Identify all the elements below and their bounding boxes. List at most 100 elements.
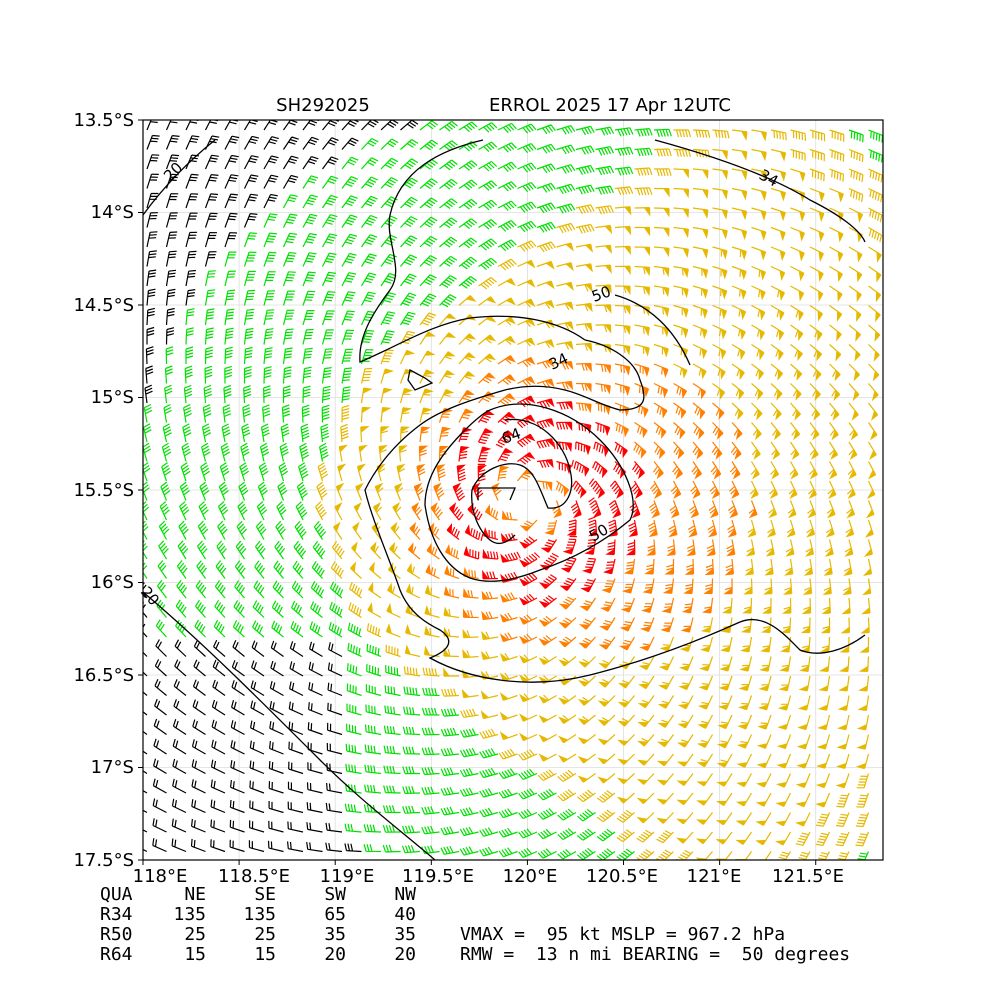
wind-barb xyxy=(288,761,304,775)
wind-barb xyxy=(619,617,636,632)
wind-barb xyxy=(756,773,772,788)
wind-barb xyxy=(634,285,651,297)
wind-barb xyxy=(538,753,557,762)
wind-barb xyxy=(329,581,344,599)
wind-barb xyxy=(731,383,745,401)
wind-barb xyxy=(364,764,382,775)
wind-barb xyxy=(341,367,352,384)
wind-barb xyxy=(809,344,823,362)
wind-barb xyxy=(172,778,187,794)
wind-barb xyxy=(686,539,696,557)
wind-barb xyxy=(143,651,148,657)
wind-barb xyxy=(224,289,236,306)
wind-barb xyxy=(479,846,499,857)
wind-barb xyxy=(614,324,631,336)
wind-barb xyxy=(295,501,308,521)
wind-barb xyxy=(809,422,820,441)
wind-barb xyxy=(618,636,636,651)
wind-barb xyxy=(146,307,156,326)
wind-barb xyxy=(439,120,458,132)
wind-barb xyxy=(338,444,348,462)
wind-barb xyxy=(618,675,635,689)
wind-barb xyxy=(440,826,460,836)
wind-barb xyxy=(421,727,440,736)
wind-barb xyxy=(634,343,650,357)
wind-barb xyxy=(143,481,150,501)
wind-barb xyxy=(517,356,536,368)
wind-barb xyxy=(481,630,499,641)
wind-barb xyxy=(481,590,499,600)
wind-barb xyxy=(829,187,844,203)
wind-barb xyxy=(808,480,817,499)
wind-barb xyxy=(155,619,167,638)
wind-barb xyxy=(641,597,655,613)
wind-barb xyxy=(387,582,401,599)
wind-barb xyxy=(855,753,870,770)
wind-barb xyxy=(673,129,692,138)
wind-barb xyxy=(780,617,792,634)
wind-barb xyxy=(212,659,226,677)
wind-barb xyxy=(692,285,708,299)
wind-barb xyxy=(224,154,239,170)
wind-barb xyxy=(288,741,304,755)
wind-barb xyxy=(653,207,670,218)
wind-barb xyxy=(421,825,440,835)
wind-barb xyxy=(751,168,767,182)
lat-tick-label: 17°S xyxy=(91,757,134,778)
wind-barb xyxy=(848,168,864,183)
wind-barb xyxy=(536,182,556,193)
table-cell: 35 xyxy=(394,924,416,945)
wind-barb xyxy=(404,644,421,658)
wind-barb xyxy=(501,510,518,521)
wind-barb xyxy=(344,803,362,814)
wind-barb xyxy=(458,333,477,345)
wind-barb xyxy=(478,409,495,424)
wind-barb xyxy=(424,625,440,638)
wind-barb xyxy=(204,270,216,287)
wind-barb xyxy=(517,240,537,252)
wind-barb xyxy=(287,801,304,814)
wind-barb xyxy=(848,402,859,421)
wind-barb xyxy=(673,168,690,179)
wind-barb xyxy=(595,421,611,437)
wind-barb xyxy=(858,675,870,692)
wind-barb xyxy=(358,444,368,462)
wind-barb xyxy=(676,831,694,844)
wind-barb xyxy=(400,254,418,267)
wind-barb xyxy=(656,753,674,767)
wind-barb xyxy=(156,599,167,618)
wind-barb xyxy=(499,592,518,603)
wind-barb xyxy=(715,812,733,826)
wind-barb xyxy=(614,186,634,196)
wind-barb xyxy=(282,213,298,228)
wind-barb xyxy=(204,135,220,150)
wind-barb xyxy=(249,760,265,775)
wind-barb xyxy=(634,128,653,137)
wind-barb xyxy=(809,305,823,322)
wind-barb xyxy=(538,595,557,608)
wind-barb xyxy=(201,423,212,443)
wind-barb xyxy=(402,786,421,794)
wind-barb xyxy=(848,187,864,202)
wind-barb xyxy=(478,238,497,251)
wind-barb xyxy=(558,596,577,610)
wind-barb xyxy=(309,621,323,638)
wind-barb xyxy=(756,734,772,749)
wind-barb xyxy=(399,387,414,404)
wind-barb xyxy=(458,160,478,171)
table-cell: 20 xyxy=(394,944,416,965)
wind-barb xyxy=(263,309,275,326)
wind-barb xyxy=(731,226,748,241)
wind-barb xyxy=(440,747,460,757)
wind-barb xyxy=(653,343,669,358)
wind-barb xyxy=(497,239,517,252)
wind-barb xyxy=(364,744,382,755)
wind-barb xyxy=(517,433,536,448)
wind-barb xyxy=(712,265,728,280)
wind-barb xyxy=(712,363,726,380)
wind-barb xyxy=(518,808,538,820)
wind-barb xyxy=(263,174,279,189)
wind-barb xyxy=(191,739,206,755)
wind-barb xyxy=(224,270,236,287)
wind-barb xyxy=(307,762,323,775)
